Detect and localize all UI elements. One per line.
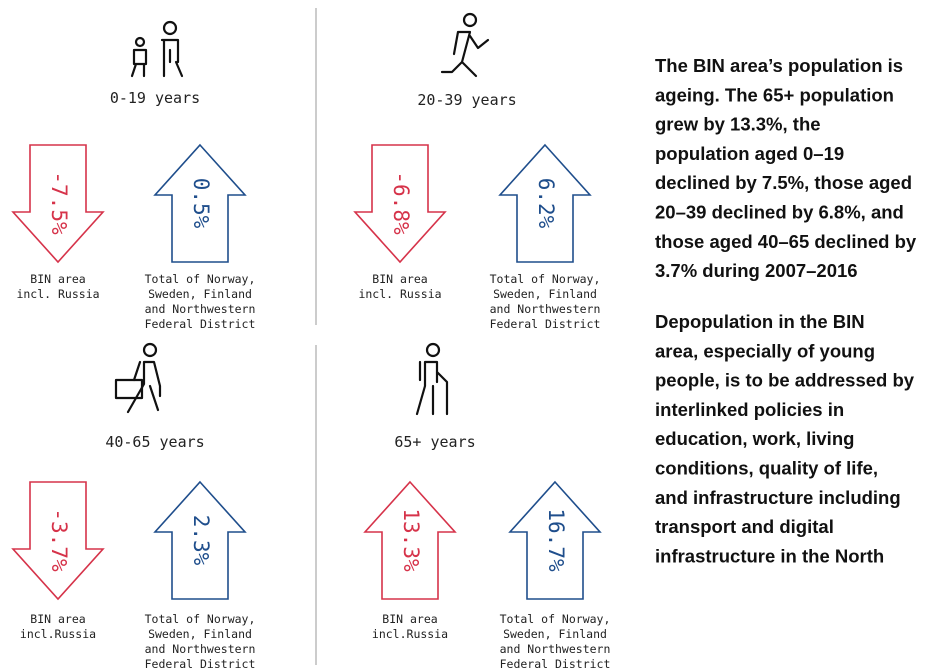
caption: Total of Norway, — [500, 612, 611, 626]
caption: BIN area — [382, 612, 437, 626]
paragraph-line: 3.7% during 2007–2016 — [655, 260, 858, 281]
paragraph-line: conditions, quality of life, — [655, 458, 878, 479]
age-label: 65+ years — [394, 433, 475, 451]
paragraph-line: those aged 40–65 declined by — [655, 231, 917, 252]
arrow — [363, 480, 457, 600]
percent-value: 2.3% — [189, 515, 213, 566]
caption: and Northwestern — [145, 302, 256, 316]
age-label: 0-19 years — [110, 89, 200, 107]
percent-value: 6.2% — [534, 178, 558, 229]
percent-value: -7.5% — [47, 171, 71, 235]
caption: Federal District — [145, 317, 256, 331]
icon-worker — [114, 342, 162, 414]
percent-value: 13.3% — [399, 508, 423, 572]
caption: Sweden, Finland — [493, 287, 597, 301]
caption: BIN area — [30, 612, 85, 626]
paragraph-line: education, work, living — [655, 428, 854, 449]
paragraph-line: interlinked policies in — [655, 399, 844, 420]
paragraph-line: Depopulation in the BIN — [655, 311, 865, 332]
caption: Total of Norway, — [490, 272, 601, 286]
caption: BIN area — [372, 272, 427, 286]
percent-value: -3.7% — [47, 508, 71, 572]
icon-runner — [440, 12, 490, 78]
arrow — [11, 144, 105, 264]
caption: and Northwestern — [490, 302, 601, 316]
arrow — [508, 480, 602, 600]
caption: incl.Russia — [20, 627, 96, 641]
percent-value: -6.8% — [389, 171, 413, 235]
paragraph-line: and infrastructure including — [655, 487, 901, 508]
age-label: 40-65 years — [105, 433, 204, 451]
caption: Total of Norway, — [145, 272, 256, 286]
caption: BIN area — [30, 272, 85, 286]
paragraph-line: people, is to be addressed by — [655, 370, 915, 391]
paragraph-line: population aged 0–19 — [655, 143, 844, 164]
paragraph-line: The BIN area’s population is — [655, 55, 903, 76]
arrow — [353, 144, 447, 264]
age-label: 20-39 years — [417, 91, 516, 109]
arrow — [498, 143, 592, 263]
caption: Total of Norway, — [145, 612, 256, 626]
caption: incl.Russia — [372, 627, 448, 641]
caption: incl. Russia — [358, 287, 441, 301]
paragraph-line: area, especially of young — [655, 340, 875, 361]
percent-value: 16.7% — [544, 508, 568, 572]
arrow — [153, 143, 247, 263]
arrow — [11, 481, 105, 601]
icon-children — [130, 20, 184, 78]
caption: Sweden, Finland — [148, 287, 252, 301]
paragraph-line: transport and digital — [655, 516, 834, 537]
caption: incl. Russia — [16, 287, 99, 301]
caption: Federal District — [490, 317, 601, 331]
caption: Federal District — [500, 657, 611, 671]
caption: Sweden, Finland — [503, 627, 607, 641]
paragraph-line: infrastructure in the North — [655, 545, 884, 566]
paragraph-line: ageing. The 65+ population — [655, 84, 894, 105]
arrow — [153, 480, 247, 600]
percent-value: 0.5% — [189, 178, 213, 229]
paragraph-line: declined by 7.5%, those aged — [655, 172, 912, 193]
paragraph-line: 20–39 declined by 6.8%, and — [655, 202, 904, 223]
icon-elder — [415, 342, 449, 416]
caption: and Northwestern — [500, 642, 611, 656]
caption: Sweden, Finland — [148, 627, 252, 641]
caption: Federal District — [145, 657, 256, 671]
paragraph-line: grew by 13.3%, the — [655, 114, 821, 135]
caption: and Northwestern — [145, 642, 256, 656]
